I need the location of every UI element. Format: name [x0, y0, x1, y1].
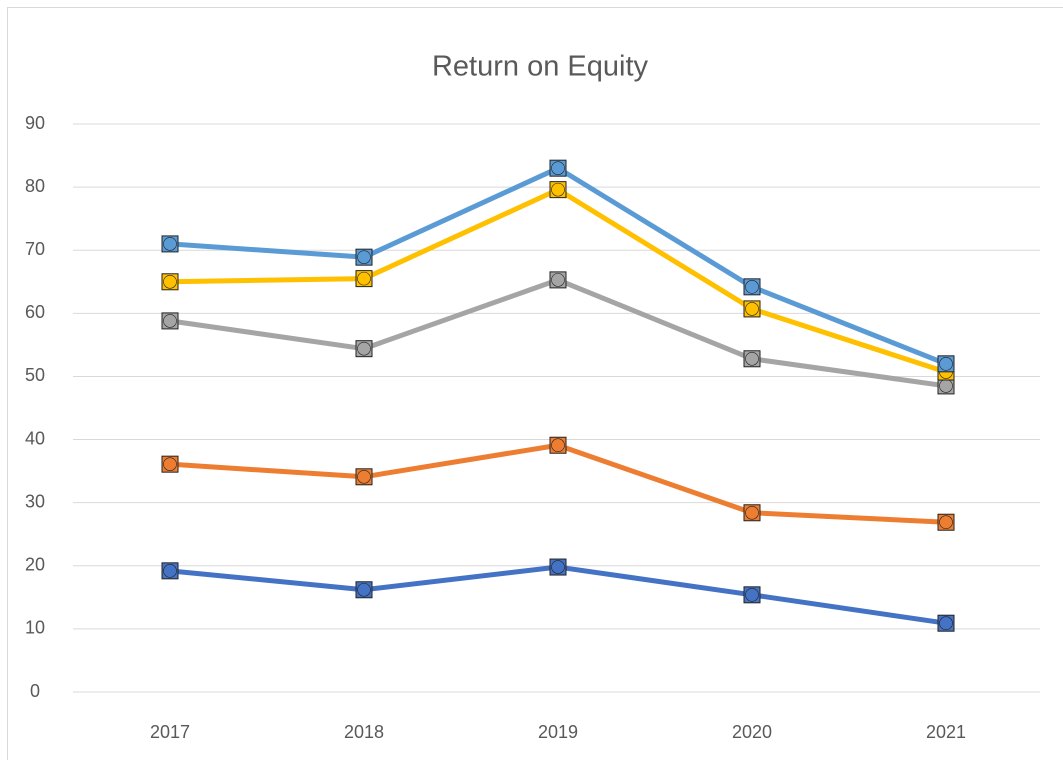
marker-dot	[357, 250, 371, 264]
y-tick-label: 50	[25, 365, 45, 385]
x-tick-label: 2017	[150, 722, 190, 742]
y-tick-label: 40	[25, 428, 45, 448]
chart-border	[7, 7, 1063, 760]
marker-dot	[551, 182, 565, 197]
marker-dot	[745, 351, 759, 366]
y-tick-label: 20	[25, 555, 45, 575]
y-tick-label: 10	[25, 618, 45, 638]
marker-dot	[357, 341, 371, 356]
chart-title: Return on Equity	[432, 51, 649, 83]
marker-dot	[357, 469, 371, 484]
marker-dot	[357, 271, 371, 286]
marker-dot	[163, 564, 177, 578]
x-tick-label: 2021	[926, 722, 966, 742]
marker-dot	[163, 314, 177, 328]
y-tick-label: 70	[25, 239, 45, 259]
marker-dot	[939, 379, 953, 393]
marker-dot	[163, 237, 177, 251]
marker-dot	[939, 616, 953, 631]
y-tick-label: 30	[25, 491, 45, 511]
x-tick-label: 2019	[538, 722, 578, 742]
marker-dot	[551, 560, 565, 574]
marker-dot	[745, 505, 759, 520]
marker-dot	[551, 438, 565, 453]
x-tick-label: 2018	[344, 722, 384, 742]
marker-dot	[551, 161, 565, 175]
x-tick-label: 2020	[732, 722, 772, 742]
marker-dot	[939, 357, 953, 371]
marker-dot	[745, 280, 759, 294]
marker-dot	[745, 588, 759, 602]
y-tick-label: 60	[25, 302, 45, 322]
y-tick-label: 0	[30, 681, 40, 701]
y-tick-label: 90	[25, 113, 45, 133]
y-tick-label: 80	[25, 176, 45, 196]
marker-dot	[357, 582, 371, 597]
marker-dot	[745, 302, 759, 316]
marker-dot	[551, 273, 565, 287]
marker-dot	[163, 274, 177, 289]
marker-dot	[163, 457, 177, 471]
marker-dot	[939, 515, 953, 530]
